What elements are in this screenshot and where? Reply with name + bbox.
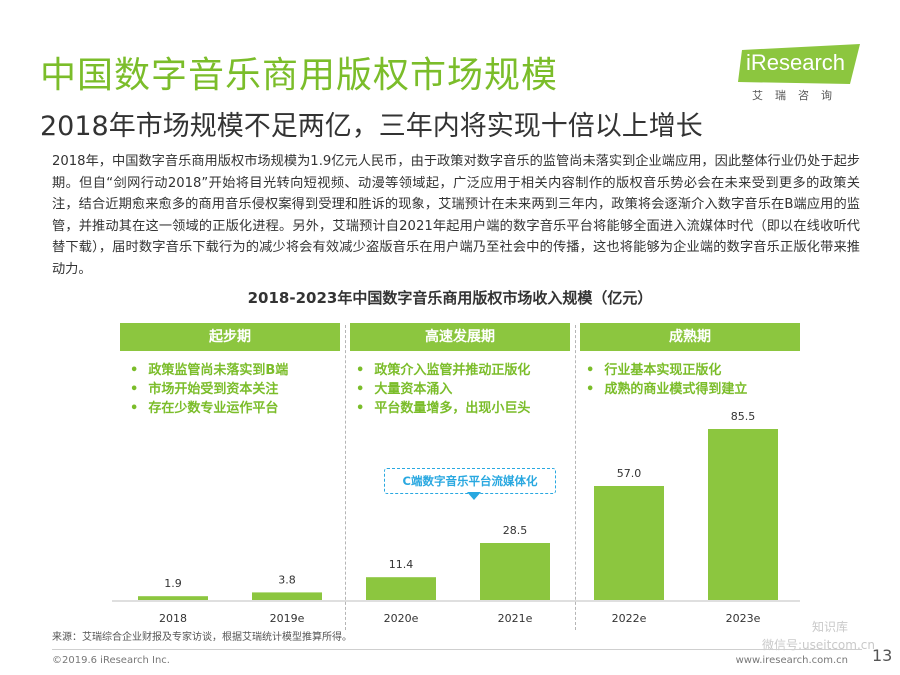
page-subtitle: 2018年市场规模不足两亿，三年内将实现十倍以上增长 <box>40 111 703 142</box>
phase-point: 大量资本涌入 <box>356 380 530 399</box>
bar-2019e <box>252 592 322 600</box>
logo-subtext: 艾瑞咨询 <box>752 89 844 102</box>
phase-point: 政策介入监管并推动正版化 <box>356 361 530 380</box>
phase-point: 成熟的商业模式得到建立 <box>586 380 747 399</box>
phase-header-mature: 成熟期 <box>580 323 800 351</box>
watermark-brand: 知识库 <box>812 620 849 634</box>
intro-paragraph: 2018年，中国数字音乐商用版权市场规模为1.9亿元人民币，由于政策对数字音乐的… <box>52 154 860 277</box>
value-label-2018: 1.9 <box>164 577 182 590</box>
source-note: 来源：艾瑞综合企业财报及专家访谈，根据艾瑞统计模型推算所得。 <box>52 632 352 643</box>
footer-website: www.iresearch.com.cn <box>735 655 848 666</box>
page-title: 中国数字音乐商用版权市场规模 <box>40 55 559 96</box>
value-label-2020e: 11.4 <box>389 558 414 571</box>
category-label-2021e: 2021e <box>498 612 533 625</box>
phase-point: 存在少数专业运作平台 <box>130 399 288 418</box>
category-label-2020e: 2020e <box>384 612 419 625</box>
phase-list-mature: 行业基本实现正版化 成熟的商业模式得到建立 <box>586 361 747 399</box>
iresearch-logo: iResearch 艾瑞咨询 <box>738 44 862 104</box>
value-label-2023e: 85.5 <box>731 410 756 423</box>
bar-2021e <box>480 543 550 600</box>
value-label-2021e: 28.5 <box>503 524 528 537</box>
footer-copyright: ©2019.6 iResearch Inc. <box>52 655 170 666</box>
phase-point: 行业基本实现正版化 <box>586 361 747 380</box>
value-label-2019e: 3.8 <box>278 573 296 586</box>
bar-2023e <box>708 429 778 600</box>
phase-header-growth: 高速发展期 <box>350 323 570 351</box>
phase-point: 平台数量增多，出现小巨头 <box>356 399 530 418</box>
bar-2022e <box>594 486 664 600</box>
footer-divider <box>52 649 862 650</box>
logo-shape <box>738 44 860 84</box>
bar-2018 <box>138 596 208 600</box>
category-label-2018: 2018 <box>159 612 187 625</box>
category-label-2019e: 2019e <box>270 612 305 625</box>
watermark-account: 微信号:useitcom.cn <box>762 638 875 652</box>
phase-list-startup: 政策监管尚未落实到B端 市场开始受到资本关注 存在少数专业运作平台 <box>130 361 288 418</box>
category-label-2023e: 2023e <box>726 612 761 625</box>
chart-title: 2018-2023年中国数字音乐商用版权市场收入规模（亿元） <box>247 289 653 307</box>
phase-divider <box>345 325 346 630</box>
phase-header-startup: 起步期 <box>120 323 340 351</box>
callout-pointer <box>467 492 481 500</box>
logo-text: iResearch <box>746 50 846 75</box>
phase-divider <box>575 325 576 630</box>
category-label-2022e: 2022e <box>612 612 647 625</box>
streaming-callout: C端数字音乐平台流媒体化 <box>384 468 556 494</box>
phase-list-growth: 政策介入监管并推动正版化 大量资本涌入 平台数量增多，出现小巨头 <box>356 361 530 418</box>
phase-point: 市场开始受到资本关注 <box>130 380 288 399</box>
bar-2020e <box>366 577 436 600</box>
page-number: 13 <box>872 646 893 665</box>
phase-point: 政策监管尚未落实到B端 <box>130 361 288 380</box>
value-label-2022e: 57.0 <box>617 467 642 480</box>
